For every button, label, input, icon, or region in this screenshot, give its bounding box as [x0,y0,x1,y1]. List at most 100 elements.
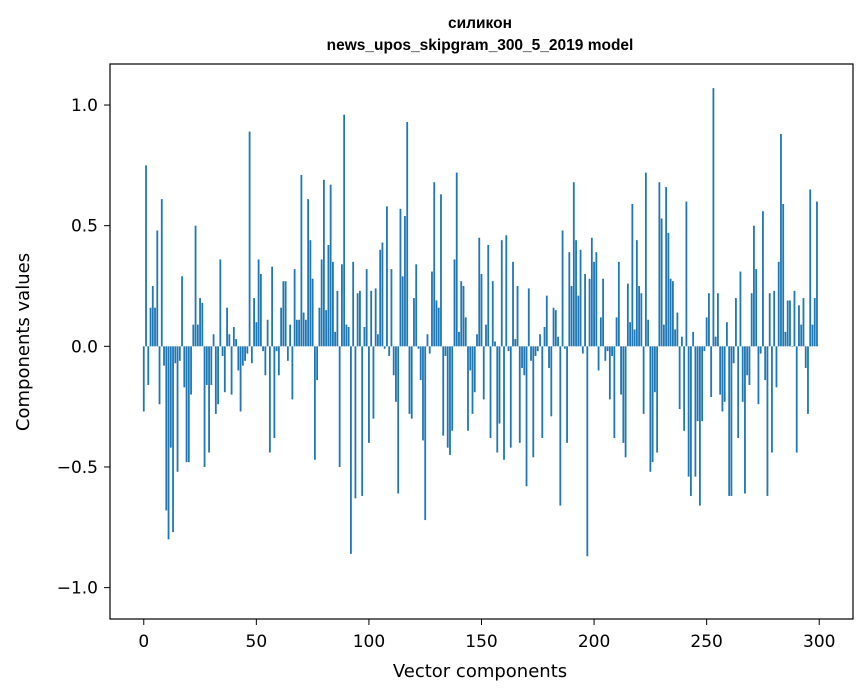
bar [374,288,377,347]
bar [512,261,514,347]
bar [604,346,607,361]
bar [568,252,571,347]
x-tick-label: 50 [246,632,268,652]
bar [599,317,602,347]
bar [293,269,296,347]
bar [401,276,404,347]
bar [172,346,174,533]
bar [365,269,368,347]
bar [611,346,613,356]
bar [518,346,521,443]
bar [341,264,343,347]
bar [786,300,789,347]
bar [489,346,492,439]
bar [588,278,591,347]
bar [491,281,494,347]
bar [622,346,625,443]
bar [208,346,210,453]
bar [437,307,440,347]
bar [635,240,638,347]
bar [559,346,562,506]
bar [550,346,553,417]
bar [683,346,686,431]
bar [728,346,731,496]
bar [723,346,726,402]
bar [748,346,751,385]
bar [181,276,183,347]
bar [503,346,505,460]
bar [399,208,402,347]
bar [372,346,375,419]
bar [435,300,438,347]
bar [226,307,228,347]
bar [309,240,312,347]
bar [771,346,773,453]
bar [732,346,735,364]
bar [593,261,595,347]
bar [422,346,424,441]
bar [757,346,760,405]
bar [277,346,280,376]
bar [377,334,379,347]
bar [644,172,647,347]
bar [703,346,706,352]
y-tick-label: 0.0 [71,337,98,357]
bar [759,346,762,354]
bar [575,240,577,347]
bar [390,269,393,347]
bar [230,346,233,395]
bar [262,346,265,352]
bar [784,331,787,347]
bar [187,346,190,463]
bar [174,346,177,364]
bar [397,346,400,494]
x-tick-label: 300 [803,632,835,652]
bar [154,307,156,347]
bar [631,203,634,347]
bar [239,346,242,412]
bar [701,346,704,422]
bar [354,346,357,499]
bar [217,346,219,405]
bar [561,230,564,347]
bar [291,346,294,400]
bar [629,322,632,347]
bar [460,281,463,347]
bar [717,293,719,347]
bar [543,327,546,347]
bar [777,261,780,347]
bar [649,346,652,472]
bar [642,346,645,414]
bar [532,346,535,458]
bar [597,346,600,371]
bar [737,346,740,439]
bar [534,346,537,356]
bar [280,307,283,347]
bar [620,346,622,395]
bar [482,346,485,400]
bar [782,203,785,347]
bar [185,346,188,463]
bar [500,240,503,347]
bar [313,346,316,460]
bar [325,310,328,347]
bar [406,121,409,347]
bar [795,346,798,453]
bar [322,179,325,347]
bar [462,286,465,347]
bar [167,346,170,540]
bar [201,302,204,347]
bar [165,346,168,511]
bar [158,346,161,405]
bar [566,346,568,443]
bar [750,293,753,347]
y-axis-ticks: −1.0 −0.5 0.0 0.5 1.0 [57,96,110,599]
bars-group [142,88,818,557]
bar [302,312,305,347]
bar [413,298,415,347]
bar [660,218,663,347]
bar [228,334,231,347]
bar [541,346,544,439]
bar [640,293,643,347]
